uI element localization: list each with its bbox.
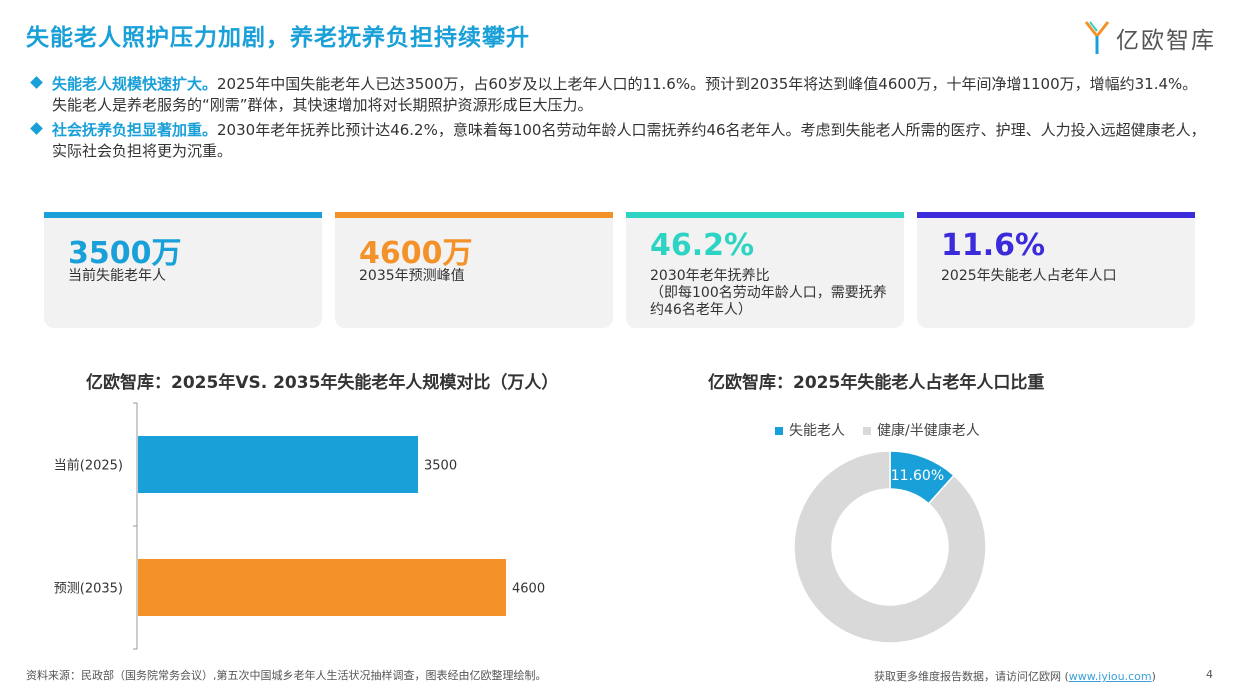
card-label: 2035年预测峰值: [359, 268, 465, 284]
donut-chart: 11.60%: [793, 450, 987, 644]
footer-more-text: 获取更多维度报告数据，请访问亿欧网 (: [874, 670, 1069, 683]
card-label: 当前失能老年人: [68, 268, 166, 284]
card-value: 11.6%: [941, 228, 1046, 263]
card-value: 3500万: [68, 236, 182, 271]
donut-chart-title: 亿欧智库：2025年失能老人占老年人口比重: [708, 373, 1045, 393]
card-accent-bar: [44, 212, 322, 218]
brand-logo: 亿欧智库: [1084, 18, 1216, 58]
bar-value-label: 3500: [424, 459, 457, 474]
card-accent-bar: [917, 212, 1195, 218]
slice-value-label: 11.60%: [891, 468, 944, 484]
bullet-text: 2030年老年抚养比预计达46.2%，意味着每100名劳动年龄人口需抚养约46名…: [52, 121, 1206, 160]
card-accent-bar: [626, 212, 904, 218]
legend-swatch: [863, 427, 871, 435]
legend-swatch: [775, 427, 783, 435]
bullet-item: 社会抚养负担显著加重。2030年老年抚养比预计达46.2%，意味着每100名劳动…: [30, 120, 1210, 162]
source-note: 资料来源：民政部（国务院常务会议）,第五次中国城乡老年人生活状况抽样调查，图表经…: [26, 669, 547, 682]
category-label: 当前(2025): [54, 458, 123, 474]
logo-icon: [1084, 21, 1110, 54]
page-number: 4: [1206, 668, 1213, 681]
bullet-highlight: 社会抚养负担显著加重。: [52, 121, 218, 139]
page-title: 失能老人照护压力加剧，养老抚养负担持续攀升: [26, 25, 530, 51]
diamond-bullet-icon: [30, 76, 43, 89]
card-accent-bar: [335, 212, 613, 218]
bullet-text: 2025年中国失能老年人已达3500万，占60岁及以上老年人口的11.6%。预计…: [52, 75, 1198, 114]
bar-value-label: 4600: [512, 582, 545, 597]
legend-label: 健康/半健康老人: [877, 423, 980, 439]
legend-item: 健康/半健康老人: [863, 420, 980, 440]
footer-more: 获取更多维度报告数据，请访问亿欧网 (www.iyiou.com): [874, 668, 1156, 684]
kpi-card-share: 11.6% 2025年失能老人占老年人口: [917, 212, 1195, 328]
kpi-card-peak: 4600万 2035年预测峰值: [335, 212, 613, 328]
card-value: 4600万: [359, 236, 473, 271]
bar-chart-title: 亿欧智库：2025年VS. 2035年失能老年人规模对比（万人）: [86, 373, 559, 393]
legend-label: 失能老人: [789, 423, 845, 439]
summary-bullets: 失能老人规模快速扩大。2025年中国失能老年人已达3500万，占60岁及以上老年…: [30, 74, 1210, 166]
bullet-highlight: 失能老人规模快速扩大。: [52, 75, 218, 93]
diamond-bullet-icon: [30, 122, 43, 135]
bar: [138, 436, 418, 493]
donut-legend: 失能老人 健康/半健康老人: [775, 420, 980, 440]
footer-more-suffix: ): [1151, 670, 1156, 683]
website-link[interactable]: www.iyiou.com: [1068, 670, 1152, 683]
logo-text: 亿欧智库: [1116, 28, 1216, 54]
donut-slice: [793, 450, 987, 644]
category-label: 预测(2035): [54, 582, 123, 597]
legend-item: 失能老人: [775, 420, 845, 440]
kpi-card-current: 3500万 当前失能老年人: [44, 212, 322, 328]
card-value: 46.2%: [650, 228, 755, 263]
kpi-card-dependency-ratio: 46.2% 2030年老年抚养比 （即每100名劳动年龄人口，需要抚养约46名老…: [626, 212, 904, 328]
bar-chart: 当前(2025) 3500 预测(2035) 4600: [54, 402, 545, 650]
bar: [138, 559, 506, 616]
bullet-item: 失能老人规模快速扩大。2025年中国失能老年人已达3500万，占60岁及以上老年…: [30, 74, 1210, 116]
card-label: 2025年失能老人占老年人口: [941, 268, 1117, 284]
card-label: 2030年老年抚养比 （即每100名劳动年龄人口，需要抚养约46名老年人）: [650, 268, 887, 318]
